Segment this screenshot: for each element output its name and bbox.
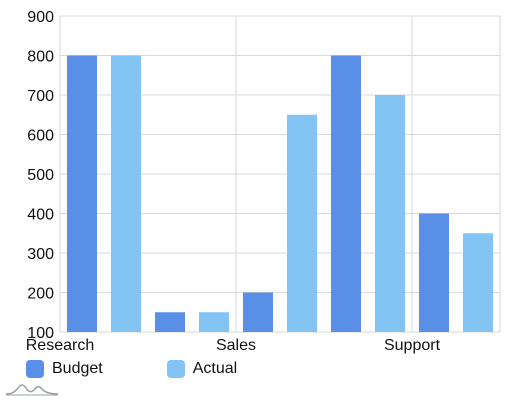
y-tick-label: 400 [27, 207, 54, 224]
bar-actual[interactable] [111, 55, 141, 333]
y-tick-label: 300 [27, 246, 54, 263]
bar-actual[interactable] [375, 95, 405, 332]
y-tick-label: 500 [27, 167, 54, 184]
legend-item-actual[interactable]: Actual [166, 360, 238, 378]
x-axis: Research Sales Support [26, 337, 441, 354]
y-axis: 900 800 700 600 500 400 300 200 100 [27, 9, 54, 342]
bar-budget[interactable] [155, 312, 185, 332]
x-tick-label: Research [26, 337, 94, 354]
bar-budget[interactable] [419, 213, 449, 333]
bar-budget[interactable] [243, 292, 273, 333]
bar-budget[interactable] [67, 55, 97, 333]
legend-swatch-budget [26, 360, 44, 378]
x-tick-label: Sales [216, 337, 256, 354]
bar-actual[interactable] [199, 312, 229, 332]
x-tick-label: Support [384, 337, 441, 354]
chart-library-logo-icon [5, 384, 59, 396]
legend-item-budget[interactable]: Budget [26, 360, 103, 378]
y-tick-label: 900 [27, 9, 54, 26]
y-tick-label: 700 [27, 88, 54, 105]
legend-label-actual: Actual [192, 360, 238, 377]
legend-swatch-actual [166, 360, 185, 378]
bar-budget[interactable] [331, 55, 361, 333]
y-tick-label: 100 [27, 325, 54, 342]
y-tick-label: 800 [27, 49, 54, 66]
bar-actual[interactable] [463, 233, 493, 332]
legend: Budget Actual [26, 360, 237, 378]
y-tick-label: 200 [27, 286, 54, 303]
bar-actual[interactable] [287, 114, 317, 332]
y-tick-label: 600 [27, 128, 54, 145]
bars [67, 55, 493, 333]
legend-label-budget: Budget [52, 360, 103, 377]
